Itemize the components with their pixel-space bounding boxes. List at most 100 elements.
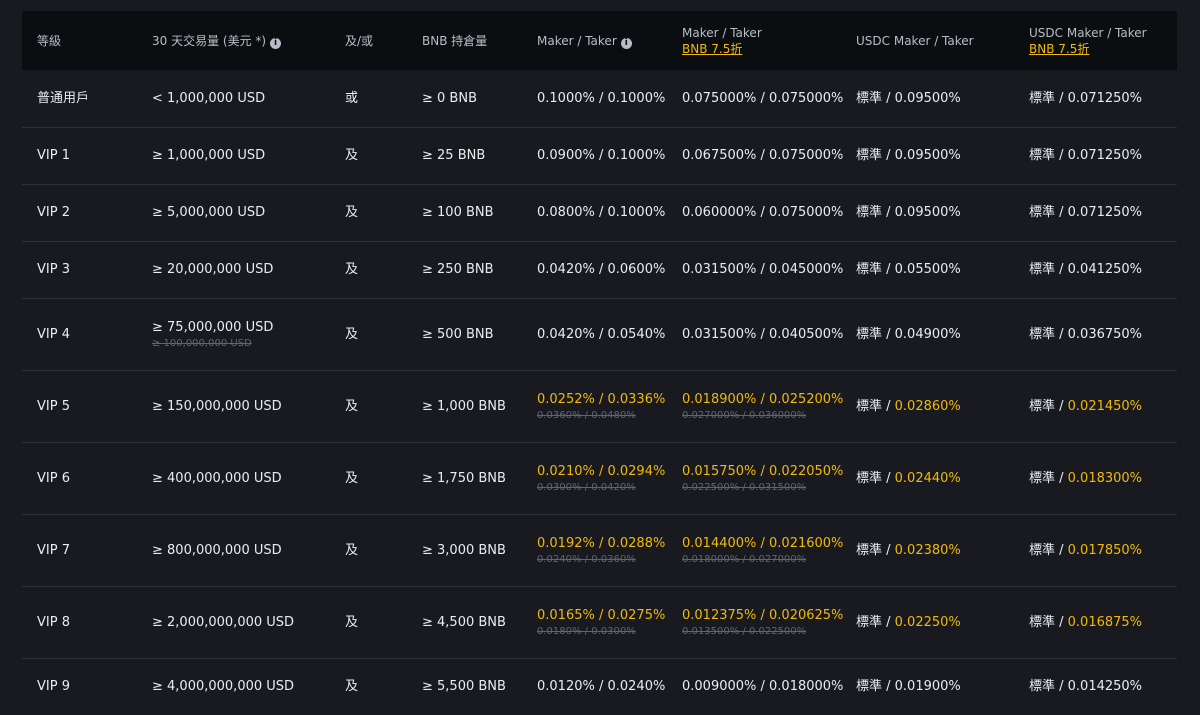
old-fee: 0.0180% / 0.0300% (537, 625, 636, 637)
usdc-bnb-cell: 標準 / 0.071250% (1014, 127, 1177, 185)
volume-cell: ≥ 4,000,000,000 USD (152, 679, 295, 695)
fee-bnb-cell: 0.018900% / 0.025200% 0.027000% / 0.03600… (667, 370, 843, 443)
usdc-bnb-cell: 標準 / 0.021450% (1014, 370, 1177, 443)
info-icon[interactable]: i (270, 37, 282, 49)
fee-cell: 0.0252% / 0.0336% 0.0360% / 0.0480% (522, 370, 667, 443)
bnb-cell: ≥ 3,000 BNB (407, 514, 522, 587)
level-cell: VIP 7 (22, 514, 137, 587)
volume-cell: < 1,000,000 USD (137, 70, 330, 128)
table-header: 等級 30 天交易量 (美元 *) i 及/或 BNB 持倉量 Maker / T… (22, 11, 1177, 70)
fee-cell: 0.1000% / 0.1000% (522, 70, 667, 128)
fee-bnb-cell: 0.031500% / 0.045000% (667, 241, 843, 299)
header-bnb-holdings: BNB 持倉量 (422, 33, 488, 48)
bnb-cell: ≥ 25 BNB (407, 127, 522, 185)
fee-table: 等級 30 天交易量 (美元 *) i 及/或 BNB 持倉量 Maker / T… (22, 11, 1177, 715)
bnb-cell: ≥ 500 BNB (407, 298, 522, 371)
header-usdc-bnb: USDC Maker / Taker BNB 7.5折 (1014, 11, 1177, 70)
volume-cell: ≥ 150,000,000 USD (137, 370, 330, 443)
bnb-discount-link[interactable]: BNB 7.5折 (682, 41, 743, 56)
fee-cell: 0.0800% / 0.1000% (522, 184, 667, 242)
table-row: VIP 8 ≥ 2,000,000,000 USD 及 ≥ 4,500 BNB 0.01… (22, 586, 1177, 659)
fee-bnb-cell: 0.015750% / 0.022050% 0.022500% / 0.03150… (667, 442, 843, 515)
usdc-bnb-cell: 標準 / 0.036750% (1014, 298, 1177, 371)
level-cell: VIP 6 (22, 442, 137, 515)
andor-cell: 及 (330, 514, 407, 587)
table-row: VIP 4 ≥ 75,000,000 USD ≥ 100,000,000 USD 及 ≥… (22, 298, 1177, 371)
fee-bnb-cell: 0.014400% / 0.021600% 0.018000% / 0.02700… (667, 514, 843, 587)
usdc-cell: 標準 / 0.04900% (841, 298, 1014, 371)
fee-table-container: 等級 30 天交易量 (美元 *) i 及/或 BNB 持倉量 Maker / T… (22, 11, 1177, 715)
fee-cell: 0.0120% / 0.0240% (537, 679, 666, 695)
volume-cell: ≥ 1,000,000 USD (137, 127, 330, 185)
old-volume: ≥ 100,000,000 USD (152, 337, 252, 349)
volume-cell: ≥ 400,000,000 USD (137, 442, 330, 515)
table-row: VIP 6 ≥ 400,000,000 USD 及 ≥ 1,750 BNB 0.0210… (22, 442, 1177, 515)
andor-cell: 及 (330, 298, 407, 371)
level-cell: VIP 2 (22, 184, 137, 242)
table-row: VIP 9 ≥ 4,000,000,000 USD 及 ≥ 5,500 BNB 0.01… (22, 658, 1177, 715)
bnb-discount-link[interactable]: BNB 7.5折 (1029, 41, 1090, 56)
andor-cell: 及 (345, 679, 359, 695)
usdc-cell: 標準 / 0.09500% (841, 127, 1014, 185)
usdc-bnb-cell: 標準 / 0.071250% (1014, 184, 1177, 242)
old-fee-bnb: 0.018000% / 0.027000% (682, 553, 807, 565)
andor-cell: 及 (330, 442, 407, 515)
header-volume: 30 天交易量 (美元 *) i (137, 11, 330, 70)
usdc-cell: 標準 / 0.02250% (841, 586, 1014, 659)
old-fee-bnb: 0.022500% / 0.031500% (682, 481, 807, 493)
level-cell: VIP 3 (22, 241, 137, 299)
volume-cell: ≥ 75,000,000 USD ≥ 100,000,000 USD (137, 298, 330, 371)
old-fee-bnb: 0.013500% / 0.022500% (682, 625, 807, 637)
level-cell: VIP 1 (22, 127, 137, 185)
fee-cell: 0.0192% / 0.0288% 0.0240% / 0.0360% (522, 514, 667, 587)
fee-cell: 0.0210% / 0.0294% 0.0300% / 0.0420% (522, 442, 667, 515)
fee-bnb-cell: 0.060000% / 0.075000% (667, 184, 843, 242)
table-row: VIP 3 ≥ 20,000,000 USD 及 ≥ 250 BNB 0.0420% /… (22, 241, 1177, 299)
fee-cell: 0.0165% / 0.0275% 0.0180% / 0.0300% (522, 586, 667, 659)
header-usdc: USDC Maker / Taker (856, 33, 974, 48)
volume-cell: ≥ 5,000,000 USD (137, 184, 330, 242)
usdc-bnb-cell: 標準 / 0.071250% (1014, 70, 1177, 128)
fee-cell: 0.0420% / 0.0540% (522, 298, 667, 371)
usdc-cell: 標準 / 0.02440% (841, 442, 1014, 515)
table-row: 普通用戶 < 1,000,000 USD 或 ≥ 0 BNB 0.1000% / 0.1… (22, 70, 1177, 128)
andor-cell: 或 (330, 70, 407, 128)
andor-cell: 及 (330, 184, 407, 242)
volume-cell: ≥ 2,000,000,000 USD (137, 586, 330, 659)
usdc-cell: 標準 / 0.02380% (841, 514, 1014, 587)
fee-bnb-cell: 0.075000% / 0.075000% (667, 70, 843, 128)
level-cell: 普通用戶 (22, 70, 137, 128)
usdc-cell: 標準 / 0.01900% (856, 679, 961, 695)
header-andor: 及/或 (345, 33, 374, 48)
usdc-bnb-cell: 標準 / 0.016875% (1014, 586, 1177, 659)
old-fee: 0.0300% / 0.0420% (537, 481, 636, 493)
usdc-bnb-cell: 標準 / 0.018300% (1014, 442, 1177, 515)
usdc-cell: 標準 / 0.02860% (841, 370, 1014, 443)
volume-cell: ≥ 20,000,000 USD (137, 241, 330, 299)
usdc-bnb-cell: 標準 / 0.017850% (1014, 514, 1177, 587)
fee-bnb-cell: 0.031500% / 0.040500% (667, 298, 843, 371)
bnb-cell: ≥ 5,500 BNB (422, 679, 506, 695)
fee-cell: 0.0900% / 0.1000% (522, 127, 667, 185)
table-body: 普通用戶 < 1,000,000 USD 或 ≥ 0 BNB 0.1000% / 0.1… (22, 70, 1177, 715)
bnb-cell: ≥ 0 BNB (407, 70, 522, 128)
old-fee-bnb: 0.027000% / 0.036000% (682, 409, 807, 421)
usdc-cell: 標準 / 0.05500% (841, 241, 1014, 299)
andor-cell: 及 (330, 241, 407, 299)
andor-cell: 及 (330, 127, 407, 185)
old-fee: 0.0240% / 0.0360% (537, 553, 636, 565)
level-cell: VIP 8 (22, 586, 137, 659)
bnb-cell: ≥ 1,000 BNB (407, 370, 522, 443)
header-maker-taker: Maker / Taker i (522, 11, 667, 70)
andor-cell: 及 (330, 370, 407, 443)
bnb-cell: ≥ 4,500 BNB (407, 586, 522, 659)
old-fee: 0.0360% / 0.0480% (537, 409, 636, 421)
table-row: VIP 7 ≥ 800,000,000 USD 及 ≥ 3,000 BNB 0.0192… (22, 514, 1177, 587)
bnb-cell: ≥ 250 BNB (407, 241, 522, 299)
bnb-cell: ≥ 100 BNB (407, 184, 522, 242)
info-icon[interactable]: i (620, 37, 632, 49)
andor-cell: 及 (330, 586, 407, 659)
usdc-cell: 標準 / 0.09500% (841, 184, 1014, 242)
fee-bnb-cell: 0.067500% / 0.075000% (667, 127, 843, 185)
fee-bnb-cell: 0.009000% / 0.018000% (682, 679, 844, 695)
